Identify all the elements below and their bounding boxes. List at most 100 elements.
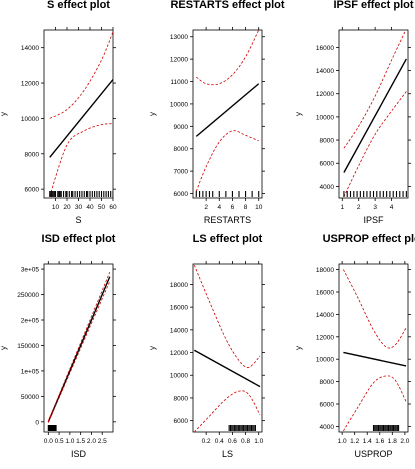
x-tick-label: 20 xyxy=(63,204,71,211)
y-tick-label: 0 xyxy=(35,419,39,426)
x-tick-label: 1.0 xyxy=(65,438,74,445)
y-tick-label: 14000 xyxy=(21,45,39,52)
upper-confidence-band xyxy=(193,264,261,368)
plot-frame xyxy=(338,29,409,199)
y-tick-label: 2e+05 xyxy=(21,318,40,325)
y-tick-label: 13000 xyxy=(170,34,188,41)
y-tick-label: 8000 xyxy=(174,146,189,153)
x-tick-label: 1.6 xyxy=(375,438,384,445)
x-axis-label: IPSF xyxy=(363,215,384,225)
y-tick-label: 6000 xyxy=(174,191,189,198)
panel-2: RESTARTS effect plot 2 4 6 8 10 6000 7000 8000 90… xyxy=(148,0,285,225)
y-tick-label: 12000 xyxy=(316,334,334,341)
y-tick-label: 14000 xyxy=(316,68,334,75)
y-tick-label: 250000 xyxy=(17,292,39,299)
x-tick-label: 8 xyxy=(244,204,248,211)
x-tick-label: 60 xyxy=(109,204,117,211)
plot-data xyxy=(343,269,407,432)
x-tick-label: 4 xyxy=(217,204,221,211)
y-tick-label: 12000 xyxy=(170,57,188,64)
y-axis-label: y xyxy=(294,112,303,116)
panel-5: LS effect plot 0.2 0.4 0.6 0.8 1.0 6000 8000 100… xyxy=(148,233,265,459)
y-axis-label: y xyxy=(0,112,8,116)
panel-4: ISD effect plot 0.0 0.5 1.0 1.5 2.0 2.5 0 50000 1… xyxy=(0,233,116,459)
x-tick-label: 2 xyxy=(357,204,361,211)
y-tick-label: 18000 xyxy=(316,267,334,274)
upper-confidence-band xyxy=(196,30,260,86)
panel-3: IPSF effect plot 1 2 3 4 4000 6000 8000 10000 120… xyxy=(294,0,414,225)
y-tick-label: 16000 xyxy=(316,290,334,297)
y-axis-label: y xyxy=(148,112,157,116)
y-tick-label: 10000 xyxy=(316,357,334,364)
y-tick-label: 14000 xyxy=(316,312,334,319)
x-tick-label: 6 xyxy=(231,204,235,211)
x-tick-label: 0.0 xyxy=(44,438,53,445)
panel-title: RESTARTS effect plot xyxy=(170,0,284,11)
effect-line xyxy=(47,276,111,423)
y-tick-label: 16000 xyxy=(170,305,188,312)
y-tick-label: 12000 xyxy=(170,350,188,357)
y-tick-label: 12000 xyxy=(316,91,334,98)
y-tick-label: 3e+05 xyxy=(21,267,40,274)
y-tick-label: 6000 xyxy=(320,161,335,168)
effect-line xyxy=(343,58,407,173)
y-tick-label: 8000 xyxy=(25,151,40,158)
x-tick-label: 1.8 xyxy=(388,438,397,445)
x-tick-label: 0.4 xyxy=(215,438,224,445)
x-tick-label: 0.5 xyxy=(55,438,64,445)
plot-data xyxy=(343,30,407,198)
panel-title: ISD effect plot xyxy=(42,233,116,245)
plot-frame xyxy=(43,263,114,433)
x-axis-label: RESTARTS xyxy=(204,215,251,225)
y-tick-label: 14000 xyxy=(170,327,188,334)
y-tick-label: 18000 xyxy=(170,282,188,289)
x-tick-label: 1.4 xyxy=(363,438,372,445)
y-tick-label: 16000 xyxy=(316,45,334,52)
x-tick-label: 2.0 xyxy=(87,438,96,445)
y-tick-label: 10000 xyxy=(21,116,39,123)
x-tick-label: 1.0 xyxy=(338,438,347,445)
x-axis-label: S xyxy=(75,215,81,225)
x-tick-label: 2 xyxy=(204,204,208,211)
y-tick-label: 10000 xyxy=(170,101,188,108)
x-axis-label: ISD xyxy=(71,449,87,459)
y-tick-label: 12000 xyxy=(21,81,39,88)
panel-6: USPROP effect plot 1.0 1.2 1.4 1.6 1.8 2.0 4000… xyxy=(294,233,415,459)
lower-confidence-band xyxy=(49,123,113,197)
panel-title: LS effect plot xyxy=(193,233,263,245)
upper-confidence-band xyxy=(343,30,407,149)
y-tick-label: 4000 xyxy=(320,424,335,431)
x-axis-label: USPROP xyxy=(354,449,392,459)
x-tick-label: 0.6 xyxy=(228,438,237,445)
y-tick-label: 6000 xyxy=(25,187,40,194)
upper-confidence-band xyxy=(49,31,113,119)
y-tick-label: 1e+05 xyxy=(21,368,40,375)
x-tick-label: 0.2 xyxy=(202,438,211,445)
lower-confidence-band xyxy=(343,375,407,432)
x-tick-label: 2.0 xyxy=(400,438,409,445)
plot-frame xyxy=(43,29,114,199)
y-tick-label: 150000 xyxy=(17,343,39,350)
y-tick-label: 8000 xyxy=(320,379,335,386)
x-tick-label: 4 xyxy=(390,204,394,211)
plot-data xyxy=(193,264,261,432)
y-tick-label: 10000 xyxy=(170,373,188,380)
upper-confidence-band xyxy=(47,271,111,422)
plot-data xyxy=(47,271,111,431)
x-axis-label: LS xyxy=(222,449,233,459)
x-tick-label: 50 xyxy=(98,204,106,211)
effect-line xyxy=(195,83,260,137)
effect-line xyxy=(49,79,113,158)
effect-line xyxy=(343,351,407,367)
y-axis-label: y xyxy=(0,346,8,350)
x-tick-label: 0.8 xyxy=(241,438,250,445)
y-tick-label: 7000 xyxy=(174,169,189,176)
y-tick-label: 9000 xyxy=(174,124,189,131)
y-tick-label: 6000 xyxy=(320,402,335,409)
panel-title: USPROP effect plot xyxy=(323,233,415,245)
y-tick-label: 6000 xyxy=(174,418,189,425)
plot-frame xyxy=(192,29,263,199)
x-tick-label: 10 xyxy=(255,204,263,211)
lower-confidence-band xyxy=(194,390,261,432)
